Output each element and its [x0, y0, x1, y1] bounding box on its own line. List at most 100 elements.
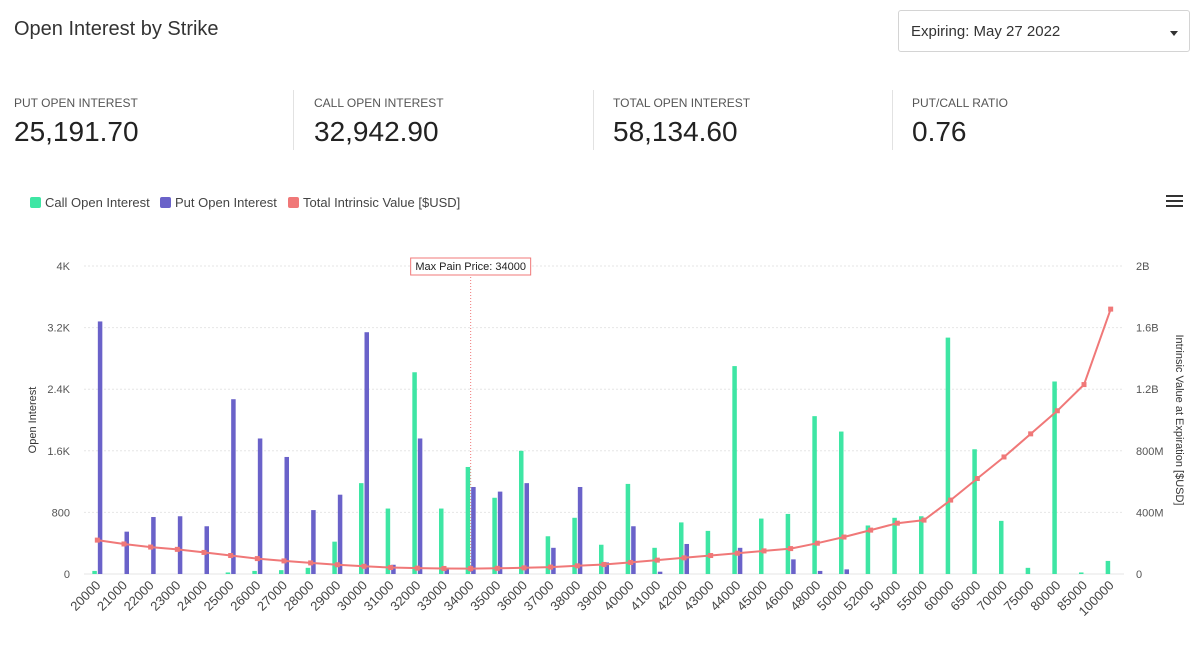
- put-bar: [684, 543, 689, 574]
- max-pain-label: Max Pain Price: 34000: [410, 257, 532, 276]
- put-bar: [364, 332, 369, 574]
- call-bar: [972, 449, 977, 574]
- call-bar: [945, 337, 951, 574]
- intrinsic-value-point: [548, 564, 554, 570]
- y-right-tick-label: 1.6B: [1136, 323, 1159, 335]
- y-left-tick-label: 2.4K: [47, 384, 70, 396]
- intrinsic-value-point: [974, 476, 980, 482]
- put-bar: [817, 570, 823, 574]
- call-bar: [492, 497, 497, 574]
- caret-down-icon: [1170, 31, 1178, 36]
- put-bar: [97, 321, 103, 574]
- intrinsic-value-point: [841, 534, 847, 540]
- call-bar: [1105, 560, 1111, 574]
- intrinsic-value-point: [628, 559, 634, 565]
- call-bar: [919, 516, 924, 574]
- put-bar: [791, 559, 796, 574]
- intrinsic-value-point: [441, 565, 447, 571]
- call-bar: [865, 525, 871, 574]
- put-bar: [631, 526, 636, 574]
- stat-label: PUT/CALL RATIO: [912, 96, 1009, 110]
- put-bar: [417, 438, 423, 574]
- legend-item[interactable]: Call Open Interest: [30, 195, 150, 210]
- put-bar: [391, 564, 396, 574]
- intrinsic-value-point: [361, 563, 367, 569]
- y-left-tick-label: 800: [52, 507, 70, 519]
- hamburger-menu-icon[interactable]: [1166, 195, 1183, 208]
- call-bar: [545, 536, 551, 574]
- put-bar: [657, 571, 663, 574]
- intrinsic-value-point: [468, 566, 474, 572]
- put-bar: [444, 567, 449, 574]
- call-bar: [1079, 572, 1084, 574]
- intrinsic-value-line: [97, 308, 1112, 570]
- put-bar: [124, 531, 129, 574]
- y-right-tick-label: 1.2B: [1136, 384, 1159, 396]
- put-bar: [231, 399, 236, 574]
- call-bar: [999, 520, 1004, 574]
- put-bar: [151, 517, 156, 574]
- call-bar: [679, 522, 684, 574]
- page-title: Open Interest by Strike: [14, 18, 219, 40]
- call-bar: [412, 372, 417, 574]
- y-left-tick-label: 1.6K: [47, 446, 70, 458]
- put-bar: [337, 494, 343, 574]
- stat-label: TOTAL OPEN INTEREST: [613, 96, 751, 110]
- legend-label: Total Intrinsic Value [$USD]: [303, 195, 460, 210]
- call-bar: [385, 508, 391, 574]
- legend-label: Put Open Interest: [175, 195, 277, 210]
- stat-label: PUT OPEN INTEREST: [14, 96, 138, 110]
- intrinsic-value-point: [868, 527, 874, 533]
- stats-row: PUT OPEN INTEREST 25,191.70 CALL OPEN IN…: [0, 88, 1200, 152]
- call-bar: [892, 517, 897, 574]
- intrinsic-value-point: [948, 497, 954, 503]
- y-right-tick-label: 800M: [1136, 446, 1164, 458]
- put-bar: [844, 569, 849, 574]
- call-bar: [359, 483, 364, 574]
- put-bar: [577, 486, 583, 574]
- intrinsic-value-point: [254, 556, 260, 562]
- put-bar: [524, 483, 529, 574]
- call-bar: [519, 450, 524, 574]
- legend-label: Call Open Interest: [45, 195, 150, 210]
- expiry-dropdown[interactable]: Expiring: May 27 2022: [898, 10, 1190, 52]
- intrinsic-value-point: [148, 544, 154, 550]
- put-bar: [284, 456, 289, 574]
- intrinsic-value-point: [121, 541, 127, 547]
- y-left-tick-label: 0: [64, 569, 70, 581]
- intrinsic-value-point: [761, 548, 767, 554]
- call-bar: [599, 544, 604, 574]
- legend-swatch: [160, 197, 171, 208]
- y-right-axis-title: Intrinsic Value at Expiration [$USD]: [1173, 335, 1185, 506]
- intrinsic-value-point: [228, 553, 234, 559]
- put-bar: [737, 547, 743, 574]
- y-right-tick-label: 2B: [1136, 261, 1149, 273]
- call-bar: [1052, 381, 1057, 574]
- stat-divider: [593, 90, 594, 150]
- call-bar: [705, 530, 711, 574]
- intrinsic-value-point: [681, 555, 687, 561]
- call-bar: [1025, 567, 1031, 574]
- call-bar: [839, 431, 844, 574]
- y-left-tick-label: 3.2K: [47, 323, 70, 335]
- call-bar: [225, 572, 231, 574]
- intrinsic-value-point: [1054, 408, 1060, 414]
- max-pain-label-box: [410, 257, 532, 276]
- intrinsic-value-point: [388, 565, 394, 571]
- y-left-axis-title: Open Interest: [27, 387, 39, 454]
- intrinsic-value-point: [734, 550, 740, 556]
- call-bar: [305, 567, 311, 574]
- call-bar: [732, 366, 737, 574]
- stat-value: 58,134.60: [613, 116, 738, 147]
- intrinsic-value-point: [1001, 454, 1007, 460]
- intrinsic-value-point: [201, 549, 207, 555]
- legend-swatch: [288, 197, 299, 208]
- legend-item[interactable]: Total Intrinsic Value [$USD]: [288, 195, 460, 210]
- put-bar: [311, 510, 316, 574]
- legend-item[interactable]: Put Open Interest: [160, 195, 277, 210]
- put-bar: [204, 526, 209, 574]
- max-pain-label-text: Max Pain Price: 34000: [415, 261, 526, 273]
- call-bar: [625, 483, 631, 574]
- intrinsic-value-point: [1108, 306, 1114, 312]
- stat-divider: [293, 90, 294, 150]
